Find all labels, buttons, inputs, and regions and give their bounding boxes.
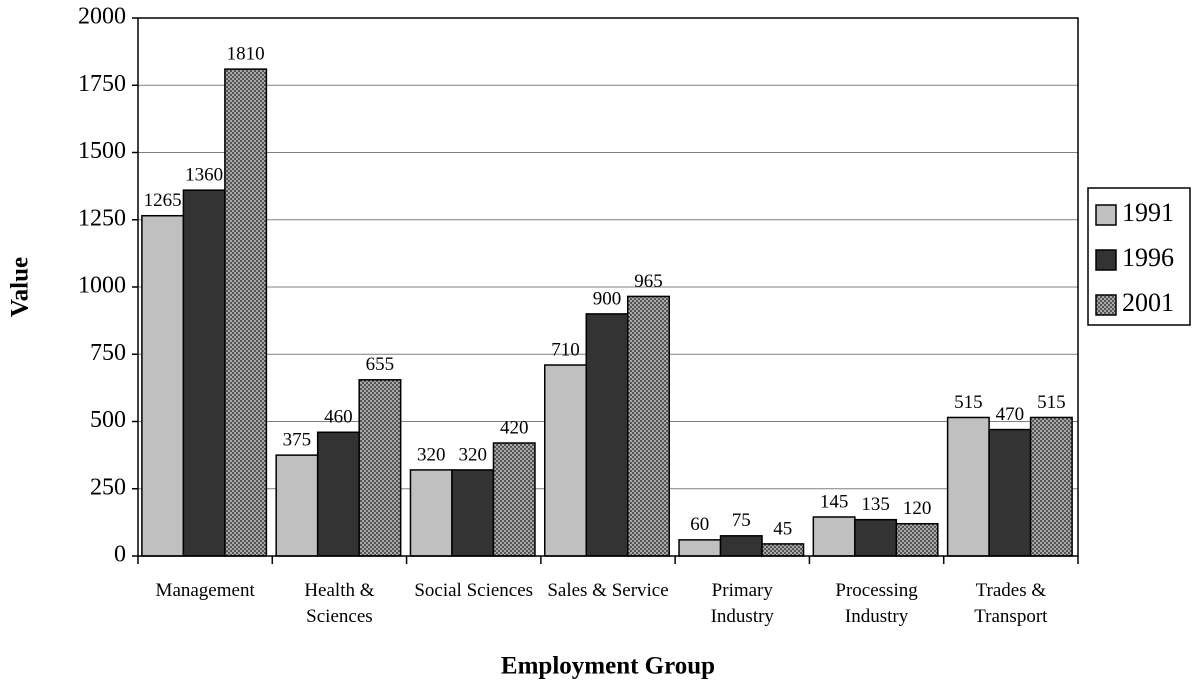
value-label: 515 <box>954 392 983 413</box>
y-tick-label: 1750 <box>78 71 126 97</box>
bar <box>409 469 453 557</box>
value-label: 75 <box>732 510 751 531</box>
bar <box>544 364 587 557</box>
x-tick-label: Processing Industry <box>835 580 918 627</box>
legend-swatch <box>1095 249 1117 271</box>
plot-frame <box>137 17 1079 557</box>
y-tick-label: 1000 <box>78 273 126 299</box>
value-label: 420 <box>500 417 529 438</box>
y-tick-label: 2000 <box>78 4 126 30</box>
value-label: 120 <box>903 498 932 519</box>
value-label: 375 <box>283 429 312 450</box>
legend-label: 1996 <box>1122 243 1174 272</box>
y-tick-label: 500 <box>90 407 126 433</box>
value-label: 320 <box>458 444 487 465</box>
y-tick-label: 1500 <box>78 138 126 164</box>
y-tick-label: 250 <box>90 474 126 500</box>
bar <box>678 539 722 557</box>
value-label: 1265 <box>144 190 182 211</box>
x-tick-label: Sales & Service <box>547 580 669 601</box>
value-label: 320 <box>417 444 446 465</box>
bar <box>182 189 226 557</box>
value-label: 460 <box>324 407 353 428</box>
legend-swatch <box>1095 294 1117 316</box>
value-label: 655 <box>366 354 395 375</box>
legend-swatch <box>1095 204 1117 226</box>
bar <box>812 516 856 557</box>
y-axis-title: Value <box>7 257 34 317</box>
y-tick-label: 1250 <box>78 205 126 231</box>
bar <box>451 469 495 557</box>
bar <box>627 295 670 557</box>
value-label: 965 <box>634 271 663 292</box>
bar <box>895 522 939 557</box>
x-tick-label: Social Sciences <box>414 580 534 601</box>
y-tick-label: 750 <box>90 340 126 366</box>
value-label: 900 <box>593 288 622 309</box>
value-label: 1810 <box>227 43 265 64</box>
bar <box>854 518 898 557</box>
x-tick-label: Management <box>155 580 255 601</box>
bar <box>275 454 319 557</box>
y-tick-label: 0 <box>114 542 126 568</box>
value-label: 45 <box>773 518 792 539</box>
bar <box>316 431 360 557</box>
bar <box>358 379 402 557</box>
bar <box>492 442 536 557</box>
bar <box>585 313 629 557</box>
x-tick-label: Primary Industry <box>710 580 774 627</box>
x-tick-label: Health & Sciences <box>304 580 375 627</box>
bar <box>988 428 1032 557</box>
x-tick-label: Trades & Transport <box>974 580 1048 627</box>
value-label: 135 <box>861 494 890 515</box>
legend-label: 2001 <box>1122 288 1174 317</box>
value-label: 1360 <box>185 165 223 186</box>
x-axis-title: Employment Group <box>501 653 715 680</box>
value-label: 710 <box>551 339 580 360</box>
bar <box>946 416 990 557</box>
bar <box>761 543 805 557</box>
value-label: 515 <box>1037 392 1066 413</box>
bar <box>224 68 268 557</box>
bar <box>141 214 185 557</box>
value-label: 60 <box>690 514 709 535</box>
bar <box>719 535 763 557</box>
legend-label: 1991 <box>1122 198 1174 227</box>
value-label: 470 <box>996 404 1025 425</box>
bar <box>1029 416 1073 557</box>
value-label: 145 <box>820 491 849 512</box>
